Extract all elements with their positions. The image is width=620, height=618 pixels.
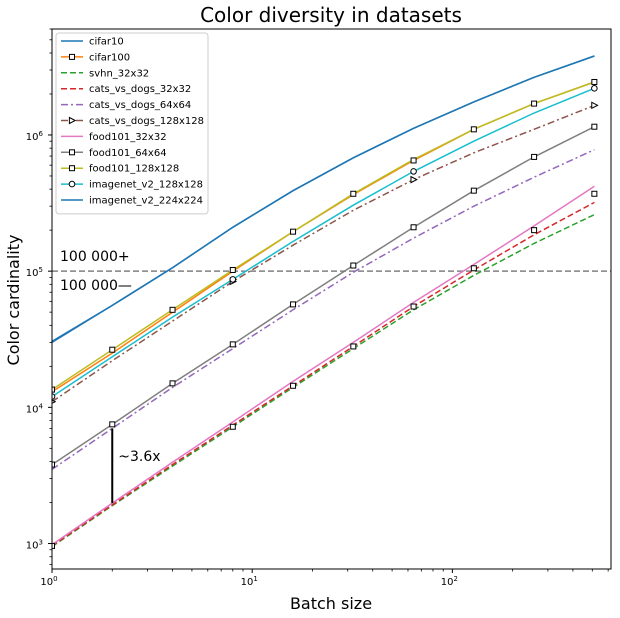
chart-title: Color diversity in datasets bbox=[200, 3, 462, 27]
triangle-marker-cats_vs_dogs_128x128 bbox=[591, 101, 599, 110]
legend-label-imagenet_v2_224x224: imagenet_v2_224x224 bbox=[89, 196, 203, 207]
legend-label-svhn_32x32: svhn_32x32 bbox=[89, 68, 149, 79]
series-line-food101_128x128 bbox=[52, 81, 595, 391]
legend-marker-food101_128x128 bbox=[69, 165, 75, 172]
series-line-cats_vs_dogs_128x128 bbox=[52, 104, 595, 403]
legend-box bbox=[55, 32, 209, 215]
legend-label-food101_32x32: food101_32x32 bbox=[89, 132, 167, 143]
square-marker bbox=[470, 265, 477, 272]
square-marker bbox=[229, 341, 236, 348]
square-marker bbox=[531, 100, 538, 107]
square-marker bbox=[52, 386, 55, 393]
legend-label-cats_vs_dogs_64x64: cats_vs_dogs_64x64 bbox=[89, 100, 191, 111]
square-marker bbox=[591, 78, 598, 85]
square-marker bbox=[229, 423, 236, 430]
circle-marker-imagenet_v2_128x128 bbox=[591, 85, 598, 92]
square-marker bbox=[470, 126, 477, 133]
series-line-food101_32x32 bbox=[52, 185, 595, 546]
series-line-svhn_32x32 bbox=[52, 213, 595, 548]
plot-frame bbox=[51, 28, 612, 570]
annotation-layer: 100 000+ 100 000— ~3.6x bbox=[60, 249, 161, 504]
series-line-food101_64x64 bbox=[52, 126, 595, 466]
legend-label-cifar10: cifar10 bbox=[89, 37, 124, 48]
square-marker bbox=[52, 461, 55, 468]
legend-marker-imagenet_v2_128x128 bbox=[68, 180, 76, 188]
legend-label-cifar100: cifar100 bbox=[89, 52, 130, 63]
square-marker bbox=[350, 343, 357, 350]
circle-marker-imagenet_v2_128x128 bbox=[229, 276, 237, 283]
series-line-cats_vs_dogs_64x64 bbox=[52, 149, 595, 471]
annotation-ratio: ~3.6x bbox=[118, 449, 160, 465]
square-marker bbox=[350, 190, 357, 197]
legend-label-food101_64x64: food101_64x64 bbox=[89, 148, 167, 159]
legend-marker-cats_vs_dogs_128x128 bbox=[68, 116, 77, 125]
square-marker bbox=[410, 224, 417, 231]
legend-marker-cifar100 bbox=[69, 53, 75, 60]
annotation-above-threshold: 100 000+ bbox=[60, 249, 130, 265]
legend-label-food101_128x128: food101_128x128 bbox=[89, 164, 179, 175]
square-marker bbox=[109, 421, 116, 428]
square-marker bbox=[109, 346, 116, 353]
legend: cifar10 cifar100 svhn_32x32 cats_vs_dogs_32… bbox=[55, 32, 209, 215]
circle-marker-imagenet_v2_128x128 bbox=[410, 168, 417, 175]
square-marker bbox=[470, 187, 477, 194]
square-marker bbox=[290, 382, 297, 389]
square-marker bbox=[531, 153, 538, 160]
square-marker bbox=[52, 542, 55, 549]
annotation-below-threshold: 100 000— bbox=[60, 278, 132, 294]
x-axis-label: Batch size bbox=[290, 594, 372, 613]
square-marker bbox=[591, 190, 598, 197]
triangle-marker-cats_vs_dogs_128x128 bbox=[410, 175, 418, 184]
square-marker bbox=[410, 303, 417, 310]
legend-label-imagenet_v2_128x128: imagenet_v2_128x128 bbox=[89, 180, 203, 191]
series-layer bbox=[52, 55, 595, 548]
square-marker bbox=[169, 306, 176, 313]
y-axis-label: Color cardinality bbox=[4, 235, 23, 366]
square-marker bbox=[169, 380, 176, 387]
series-line-cats_vs_dogs_32x32 bbox=[52, 201, 595, 547]
marker-layer bbox=[52, 78, 599, 549]
legend-marker-food101_64x64 bbox=[69, 149, 75, 156]
square-marker bbox=[229, 266, 236, 273]
legend-label-cats_vs_dogs_128x128: cats_vs_dogs_128x128 bbox=[89, 116, 204, 127]
square-marker bbox=[290, 228, 297, 235]
series-line-imagenet_v2_224x224 bbox=[52, 55, 595, 343]
series-line-imagenet_v2_128x128 bbox=[52, 87, 595, 398]
square-marker bbox=[591, 123, 598, 130]
square-marker bbox=[531, 227, 538, 234]
legend-label-cats_vs_dogs_32x32: cats_vs_dogs_32x32 bbox=[89, 84, 191, 95]
square-marker bbox=[350, 262, 357, 269]
square-marker bbox=[290, 301, 297, 308]
square-marker bbox=[410, 157, 417, 164]
